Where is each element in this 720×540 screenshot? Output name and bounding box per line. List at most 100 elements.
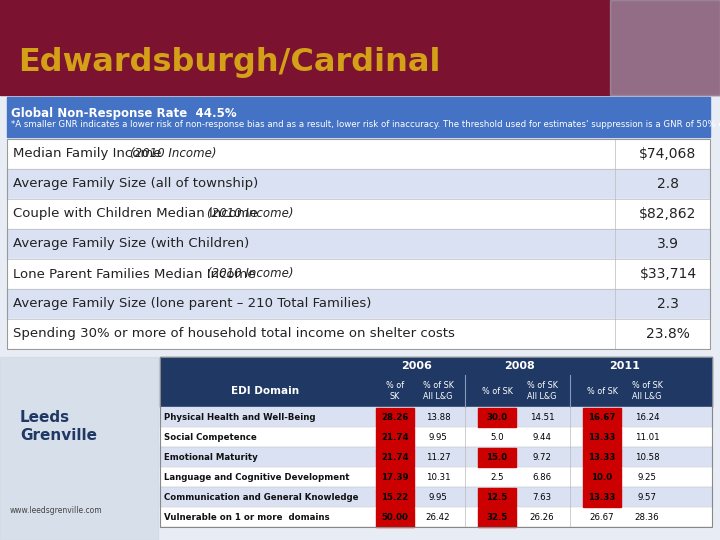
- Text: 13.33: 13.33: [588, 492, 616, 502]
- Bar: [160, 507, 712, 527]
- Bar: [7, 229, 710, 259]
- Text: $33,714: $33,714: [639, 267, 696, 281]
- Text: % of SK
All L&G: % of SK All L&G: [631, 381, 662, 401]
- Bar: [478, 448, 516, 467]
- Text: Leeds
Grenville: Leeds Grenville: [20, 410, 97, 443]
- Text: % of SK
All L&G: % of SK All L&G: [423, 381, 454, 401]
- Bar: [478, 508, 516, 526]
- Text: 2.3: 2.3: [657, 297, 679, 311]
- Bar: [583, 428, 621, 447]
- Text: Edwardsburgh/Cardinal: Edwardsburgh/Cardinal: [18, 46, 441, 78]
- Text: (2010 Income): (2010 Income): [207, 267, 294, 280]
- Text: 2.5: 2.5: [490, 472, 504, 482]
- Text: 2.8: 2.8: [657, 177, 679, 191]
- Bar: [376, 488, 414, 507]
- Text: Spending 30% or more of household total income on shelter costs: Spending 30% or more of household total …: [13, 327, 455, 341]
- Bar: [7, 139, 710, 349]
- Text: 10.58: 10.58: [635, 453, 660, 462]
- Bar: [376, 428, 414, 447]
- Bar: [160, 447, 712, 467]
- Text: 9.95: 9.95: [428, 433, 447, 442]
- Text: % of SK: % of SK: [482, 387, 513, 395]
- Text: 26.42: 26.42: [426, 512, 450, 522]
- Bar: [376, 448, 414, 467]
- Text: Vulnerable on 1 or more  domains: Vulnerable on 1 or more domains: [164, 512, 330, 522]
- Text: 30.0: 30.0: [487, 413, 508, 422]
- Text: % of SK: % of SK: [587, 387, 618, 395]
- Bar: [376, 508, 414, 526]
- Text: Average Family Size (all of township): Average Family Size (all of township): [13, 178, 258, 191]
- Bar: [160, 407, 712, 427]
- Text: 10.0: 10.0: [591, 472, 613, 482]
- Text: 26.26: 26.26: [530, 512, 554, 522]
- Text: 16.67: 16.67: [588, 413, 616, 422]
- Text: 9.25: 9.25: [637, 472, 657, 482]
- Text: 15.0: 15.0: [487, 453, 508, 462]
- Text: 2006: 2006: [401, 361, 432, 371]
- Bar: [7, 139, 710, 168]
- Text: 13.33: 13.33: [588, 453, 616, 462]
- Bar: [7, 289, 710, 319]
- Text: 28.26: 28.26: [382, 413, 409, 422]
- Text: Social Competence: Social Competence: [164, 433, 257, 442]
- Text: *A smaller GNR indicates a lower risk of non-response bias and as a result, lowe: *A smaller GNR indicates a lower risk of…: [11, 120, 720, 129]
- Text: (2010 Income): (2010 Income): [207, 207, 294, 220]
- Text: 13.88: 13.88: [426, 413, 450, 422]
- Text: 13.33: 13.33: [588, 433, 616, 442]
- Text: 14.51: 14.51: [530, 413, 554, 422]
- Text: 2008: 2008: [504, 361, 535, 371]
- Text: Average Family Size (lone parent – 210 Total Families): Average Family Size (lone parent – 210 T…: [13, 298, 372, 310]
- Text: www.leedsgrenville.com: www.leedsgrenville.com: [10, 505, 103, 515]
- Text: 9.95: 9.95: [428, 492, 447, 502]
- Text: EDI Domain: EDI Domain: [231, 386, 299, 396]
- Bar: [376, 408, 414, 427]
- Bar: [7, 319, 710, 348]
- Bar: [7, 169, 710, 199]
- Bar: [0, 357, 158, 540]
- Bar: [160, 467, 712, 487]
- Text: Physical Health and Well-Being: Physical Health and Well-Being: [164, 413, 315, 422]
- Text: Couple with Children Median Income: Couple with Children Median Income: [13, 207, 262, 220]
- Text: 3.9: 3.9: [657, 237, 679, 251]
- Text: 21.74: 21.74: [381, 453, 409, 462]
- Bar: [583, 468, 621, 487]
- Bar: [478, 488, 516, 507]
- Text: $82,862: $82,862: [639, 207, 697, 221]
- Bar: [583, 448, 621, 467]
- Text: 50.00: 50.00: [382, 512, 408, 522]
- Bar: [7, 97, 710, 137]
- Text: 21.74: 21.74: [381, 433, 409, 442]
- Text: 17.39: 17.39: [382, 472, 409, 482]
- Text: 2011: 2011: [609, 361, 640, 371]
- Text: 15.22: 15.22: [382, 492, 409, 502]
- Text: Communication and General Knowledge: Communication and General Knowledge: [164, 492, 359, 502]
- Bar: [160, 357, 712, 527]
- Bar: [160, 427, 712, 447]
- Text: Global Non-Response Rate  44.5%: Global Non-Response Rate 44.5%: [11, 107, 237, 120]
- Text: Lone Parent Families Median Income: Lone Parent Families Median Income: [13, 267, 260, 280]
- Text: 11.27: 11.27: [426, 453, 450, 462]
- Bar: [160, 487, 712, 507]
- Text: 7.63: 7.63: [532, 492, 552, 502]
- Bar: [583, 488, 621, 507]
- Text: 9.57: 9.57: [637, 492, 657, 502]
- Text: 23.8%: 23.8%: [646, 327, 690, 341]
- Text: Median Family Income: Median Family Income: [13, 147, 166, 160]
- Bar: [610, 0, 720, 95]
- Text: 28.36: 28.36: [635, 512, 660, 522]
- Bar: [478, 408, 516, 427]
- Text: 9.72: 9.72: [533, 453, 552, 462]
- Text: 9.44: 9.44: [533, 433, 552, 442]
- Bar: [160, 357, 712, 375]
- Text: 26.67: 26.67: [590, 512, 614, 522]
- Text: % of SK
All L&G: % of SK All L&G: [526, 381, 557, 401]
- Text: Language and Cognitive Development: Language and Cognitive Development: [164, 472, 349, 482]
- Text: 16.24: 16.24: [635, 413, 660, 422]
- Bar: [376, 468, 414, 487]
- Text: % of
SK: % of SK: [386, 381, 404, 401]
- Text: 10.31: 10.31: [426, 472, 450, 482]
- Text: 5.0: 5.0: [490, 433, 504, 442]
- Bar: [160, 375, 712, 407]
- Text: 6.86: 6.86: [532, 472, 552, 482]
- Text: 11.01: 11.01: [635, 433, 660, 442]
